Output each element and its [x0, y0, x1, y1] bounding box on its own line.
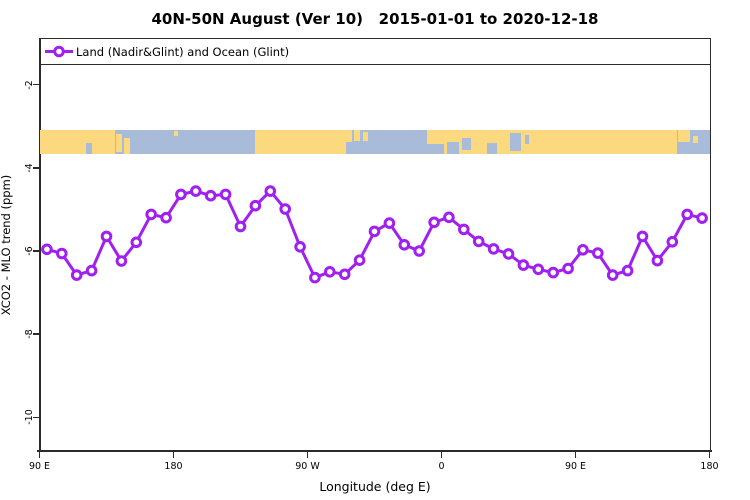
data-point — [517, 259, 530, 271]
data-point — [696, 212, 708, 224]
data-point — [621, 264, 634, 277]
x-tick-mark — [306, 451, 309, 458]
ocean-patch — [346, 142, 353, 154]
data-point — [428, 216, 440, 229]
x-axis-title: Longitude (deg E) — [319, 479, 431, 494]
data-point — [294, 241, 306, 253]
ocean-patch — [461, 138, 472, 151]
x-tick-label: 90 W — [295, 461, 320, 472]
land-segment — [39, 130, 115, 154]
y-tick-mark — [33, 250, 40, 252]
x-tick-mark — [574, 451, 577, 458]
ocean-patch — [524, 134, 530, 145]
y-tick-mark — [33, 167, 40, 169]
data-point — [577, 244, 589, 256]
data-point — [175, 188, 187, 201]
ocean-patch — [509, 132, 522, 151]
x-tick-label: 180 — [164, 461, 183, 472]
chart-title: 40N-50N August (Ver 10) 2015-01-01 to 20… — [151, 10, 599, 28]
land-segment — [353, 130, 361, 141]
data-point — [41, 243, 53, 256]
data-point — [145, 208, 157, 221]
data-point — [234, 220, 247, 233]
legend-label: Land (Nadir&Glint) and Ocean (Glint) — [76, 45, 290, 59]
x-tick-label: 0 — [438, 461, 445, 472]
y-tick-label: -10 — [24, 409, 35, 426]
land-segment — [254, 130, 353, 154]
x-axis-line — [37, 450, 712, 453]
ocean-patch — [486, 143, 497, 154]
data-point — [413, 245, 426, 257]
plot-frame-top — [39, 38, 711, 40]
data-point — [100, 230, 113, 243]
data-point — [562, 262, 574, 275]
legend-line-marker-icon — [45, 45, 73, 58]
data-point — [279, 203, 292, 215]
y-tick-mark — [33, 83, 40, 86]
x-tick-mark — [38, 451, 41, 458]
data-point — [666, 236, 679, 248]
data-point — [249, 199, 262, 212]
legend-divider — [39, 63, 711, 65]
data-point — [264, 185, 277, 197]
x-tick-label: 90 E — [564, 461, 587, 472]
data-point — [636, 230, 649, 243]
land-segment — [124, 138, 131, 154]
y-axis-title: XCO2 - MLO trend (ppm) — [0, 174, 13, 316]
land-segment — [444, 130, 677, 154]
data-point — [130, 236, 143, 249]
land-segment — [426, 130, 445, 145]
data-point — [368, 225, 381, 238]
plot-frame-right — [709, 38, 711, 452]
plot-frame-left — [39, 38, 41, 452]
data-point — [324, 266, 336, 278]
data-point — [160, 211, 172, 224]
data-point — [353, 254, 366, 267]
y-tick-mark — [33, 416, 40, 419]
x-tick-mark — [708, 451, 711, 458]
data-point — [651, 254, 664, 267]
data-point — [338, 268, 351, 281]
land-segment — [693, 136, 698, 144]
data-point — [309, 271, 321, 284]
data-point — [472, 235, 485, 248]
x-tick-label: 180 — [700, 461, 719, 472]
data-point — [70, 269, 83, 281]
data-point — [383, 217, 396, 229]
data-point — [532, 263, 545, 276]
land-segment — [362, 132, 368, 141]
data-point — [219, 188, 232, 201]
data-point — [85, 264, 98, 277]
land-segment — [116, 133, 123, 152]
data-point — [487, 243, 500, 255]
x-tick-mark — [172, 451, 175, 458]
y-tick-label: -6 — [24, 246, 35, 256]
data-point — [502, 248, 515, 260]
data-point — [204, 189, 217, 202]
data-point — [398, 239, 411, 251]
land-segment — [678, 130, 691, 142]
x-tick-mark — [440, 451, 443, 458]
x-tick-label: 90 E — [28, 461, 51, 472]
data-point — [190, 185, 202, 197]
ocean-patch — [85, 143, 92, 154]
land-segment — [173, 131, 178, 136]
data-point — [443, 211, 455, 224]
y-tick-label: -4 — [24, 163, 35, 173]
data-point — [458, 223, 470, 236]
ocean-patch — [447, 142, 460, 154]
data-point — [606, 269, 619, 281]
data-point — [56, 247, 68, 260]
data-point — [592, 247, 604, 259]
y-tick-mark — [33, 333, 40, 335]
data-point — [681, 208, 694, 221]
data-point — [115, 255, 128, 267]
data-point — [547, 266, 560, 279]
y-tick-label: -8 — [24, 329, 35, 339]
y-tick-label: -2 — [24, 79, 35, 90]
